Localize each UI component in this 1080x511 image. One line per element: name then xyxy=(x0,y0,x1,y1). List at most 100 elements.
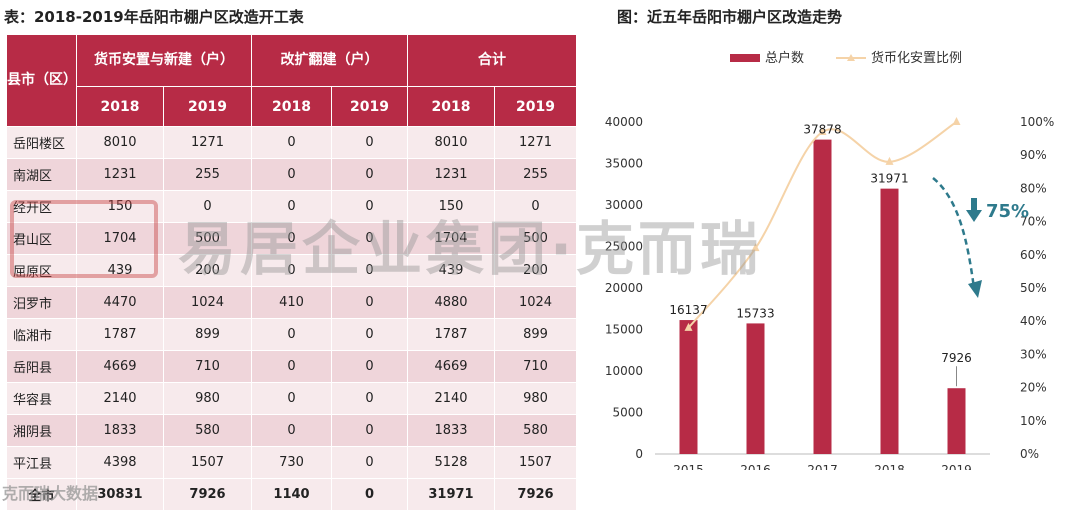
table-row: 平江县 4398 1507 730 0 5128 1507 xyxy=(6,446,577,479)
total-cell: 7926 xyxy=(494,478,577,511)
county-name: 汨罗市 xyxy=(6,286,77,319)
table-cell: 1231 xyxy=(76,158,164,191)
table-row: 经开区 150 0 0 0 150 0 xyxy=(6,190,577,223)
table-cell: 0 xyxy=(251,190,332,223)
table-cell: 0 xyxy=(163,190,252,223)
table-row: 南湖区 1231 255 0 0 1231 255 xyxy=(6,158,577,191)
table-cell: 439 xyxy=(407,254,495,287)
bar-data-label: 15733 xyxy=(736,306,774,320)
header-group-total: 合计 xyxy=(407,34,577,87)
table-cell: 0 xyxy=(331,414,408,447)
y-left-tick-label: 5000 xyxy=(612,406,643,420)
table-row: 岳阳县 4669 710 0 0 4669 710 xyxy=(6,350,577,383)
y-left-tick-label: 35000 xyxy=(605,157,643,171)
table-cell: 8010 xyxy=(407,126,495,159)
chart-title: 图：近五年岳阳市棚户区改造走势 xyxy=(617,8,843,26)
table-cell: 200 xyxy=(163,254,252,287)
table-cell: 410 xyxy=(251,286,332,319)
legend-line-label: 货币化安置比例 xyxy=(871,50,962,66)
header-group-monetary: 货币安置与新建（户） xyxy=(76,34,252,87)
total-cell: 7926 xyxy=(163,478,252,511)
y-right-tick-label: 60% xyxy=(1020,248,1047,262)
table-cell: 1833 xyxy=(76,414,164,447)
table-cell: 439 xyxy=(76,254,164,287)
table-cell: 0 xyxy=(331,158,408,191)
table-cell: 1704 xyxy=(407,222,495,255)
table-cell: 730 xyxy=(251,446,332,479)
table-cell: 1787 xyxy=(407,318,495,351)
bar-data-label: 7926 xyxy=(941,351,972,365)
table-row: 湘阴县 1833 580 0 0 1833 580 xyxy=(6,414,577,447)
table-cell: 255 xyxy=(163,158,252,191)
header-year: 2018 xyxy=(251,86,332,127)
bar-data-label: 37878 xyxy=(803,123,841,137)
table-cell: 1271 xyxy=(163,126,252,159)
county-name: 华容县 xyxy=(6,382,77,415)
header-year: 2018 xyxy=(407,86,495,127)
down-arrow-head xyxy=(966,210,982,222)
y-right-tick-label: 20% xyxy=(1020,381,1047,395)
y-right-tick-label: 40% xyxy=(1020,314,1047,328)
header-county: 县市（区） xyxy=(6,34,77,127)
county-name: 经开区 xyxy=(6,190,77,223)
x-tick-label: 2019 xyxy=(941,463,972,470)
table-cell: 0 xyxy=(251,318,332,351)
renovation-table: 县市（区） 货币安置与新建（户） 改扩翻建（户） 合计 2018 2019 20… xyxy=(6,34,577,511)
table-row: 汨罗市 4470 1024 410 0 4880 1024 xyxy=(6,286,577,319)
y-right-tick-label: 70% xyxy=(1020,215,1047,229)
table-cell: 0 xyxy=(251,350,332,383)
x-tick-label: 2015 xyxy=(673,463,704,470)
table-row: 华容县 2140 980 0 0 2140 980 xyxy=(6,382,577,415)
table-cell: 899 xyxy=(494,318,577,351)
households-trend-chart: 总户数 货币化安置比例 0 5000 10000 15000 20000 25000 30000… xyxy=(605,50,1055,470)
county-name: 南湖区 xyxy=(6,158,77,191)
table-cell: 0 xyxy=(331,382,408,415)
legend-line-marker xyxy=(847,54,855,61)
table-row-total: 全市 30831 7926 1140 0 31971 7926 xyxy=(6,478,577,511)
total-cell: 0 xyxy=(331,478,408,511)
table-cell: 0 xyxy=(251,254,332,287)
table-cell: 1231 xyxy=(407,158,495,191)
table-cell: 1507 xyxy=(494,446,577,479)
table-cell: 5128 xyxy=(407,446,495,479)
total-cell: 31971 xyxy=(407,478,495,511)
table-cell: 150 xyxy=(407,190,495,223)
y-right-tick-label: 50% xyxy=(1020,281,1047,295)
table-cell: 1024 xyxy=(163,286,252,319)
table-cell: 980 xyxy=(163,382,252,415)
table-cell: 255 xyxy=(494,158,577,191)
x-tick-label: 2016 xyxy=(740,463,771,470)
table-cell: 4880 xyxy=(407,286,495,319)
table-cell: 0 xyxy=(331,126,408,159)
table-cell: 4470 xyxy=(76,286,164,319)
table-title: 表：2018-2019年岳阳市棚户区改造开工表 xyxy=(4,8,304,26)
bar-data-label: 31971 xyxy=(870,172,908,186)
table-cell: 0 xyxy=(331,318,408,351)
bar-total-households xyxy=(880,188,899,455)
bar-total-households xyxy=(746,323,765,454)
y-right-tick-label: 90% xyxy=(1020,148,1047,162)
header-year: 2019 xyxy=(331,86,408,127)
line-point-marker xyxy=(751,243,760,252)
table-row: 岳阳楼区 8010 1271 0 0 8010 1271 xyxy=(6,126,577,159)
annotation-label: 75% xyxy=(986,201,1029,222)
decline-trend-arrow xyxy=(932,177,976,289)
line-point-marker xyxy=(952,117,961,125)
bar-data-label: 16137 xyxy=(669,303,707,317)
table-cell: 899 xyxy=(163,318,252,351)
county-name: 湘阴县 xyxy=(6,414,77,447)
y-left-tick-label: 25000 xyxy=(605,240,643,254)
table-cell: 0 xyxy=(331,446,408,479)
table-cell: 500 xyxy=(494,222,577,255)
table-row: 临湘市 1787 899 0 0 1787 899 xyxy=(6,318,577,351)
table-cell: 580 xyxy=(494,414,577,447)
header-year: 2018 xyxy=(76,86,164,127)
table-cell: 4669 xyxy=(76,350,164,383)
line-point-marker xyxy=(818,126,827,135)
table-cell: 500 xyxy=(163,222,252,255)
header-year: 2019 xyxy=(163,86,252,127)
table-cell: 2140 xyxy=(407,382,495,415)
table-cell: 980 xyxy=(494,382,577,415)
y-left-tick-label: 30000 xyxy=(605,198,643,212)
table-cell: 0 xyxy=(251,158,332,191)
